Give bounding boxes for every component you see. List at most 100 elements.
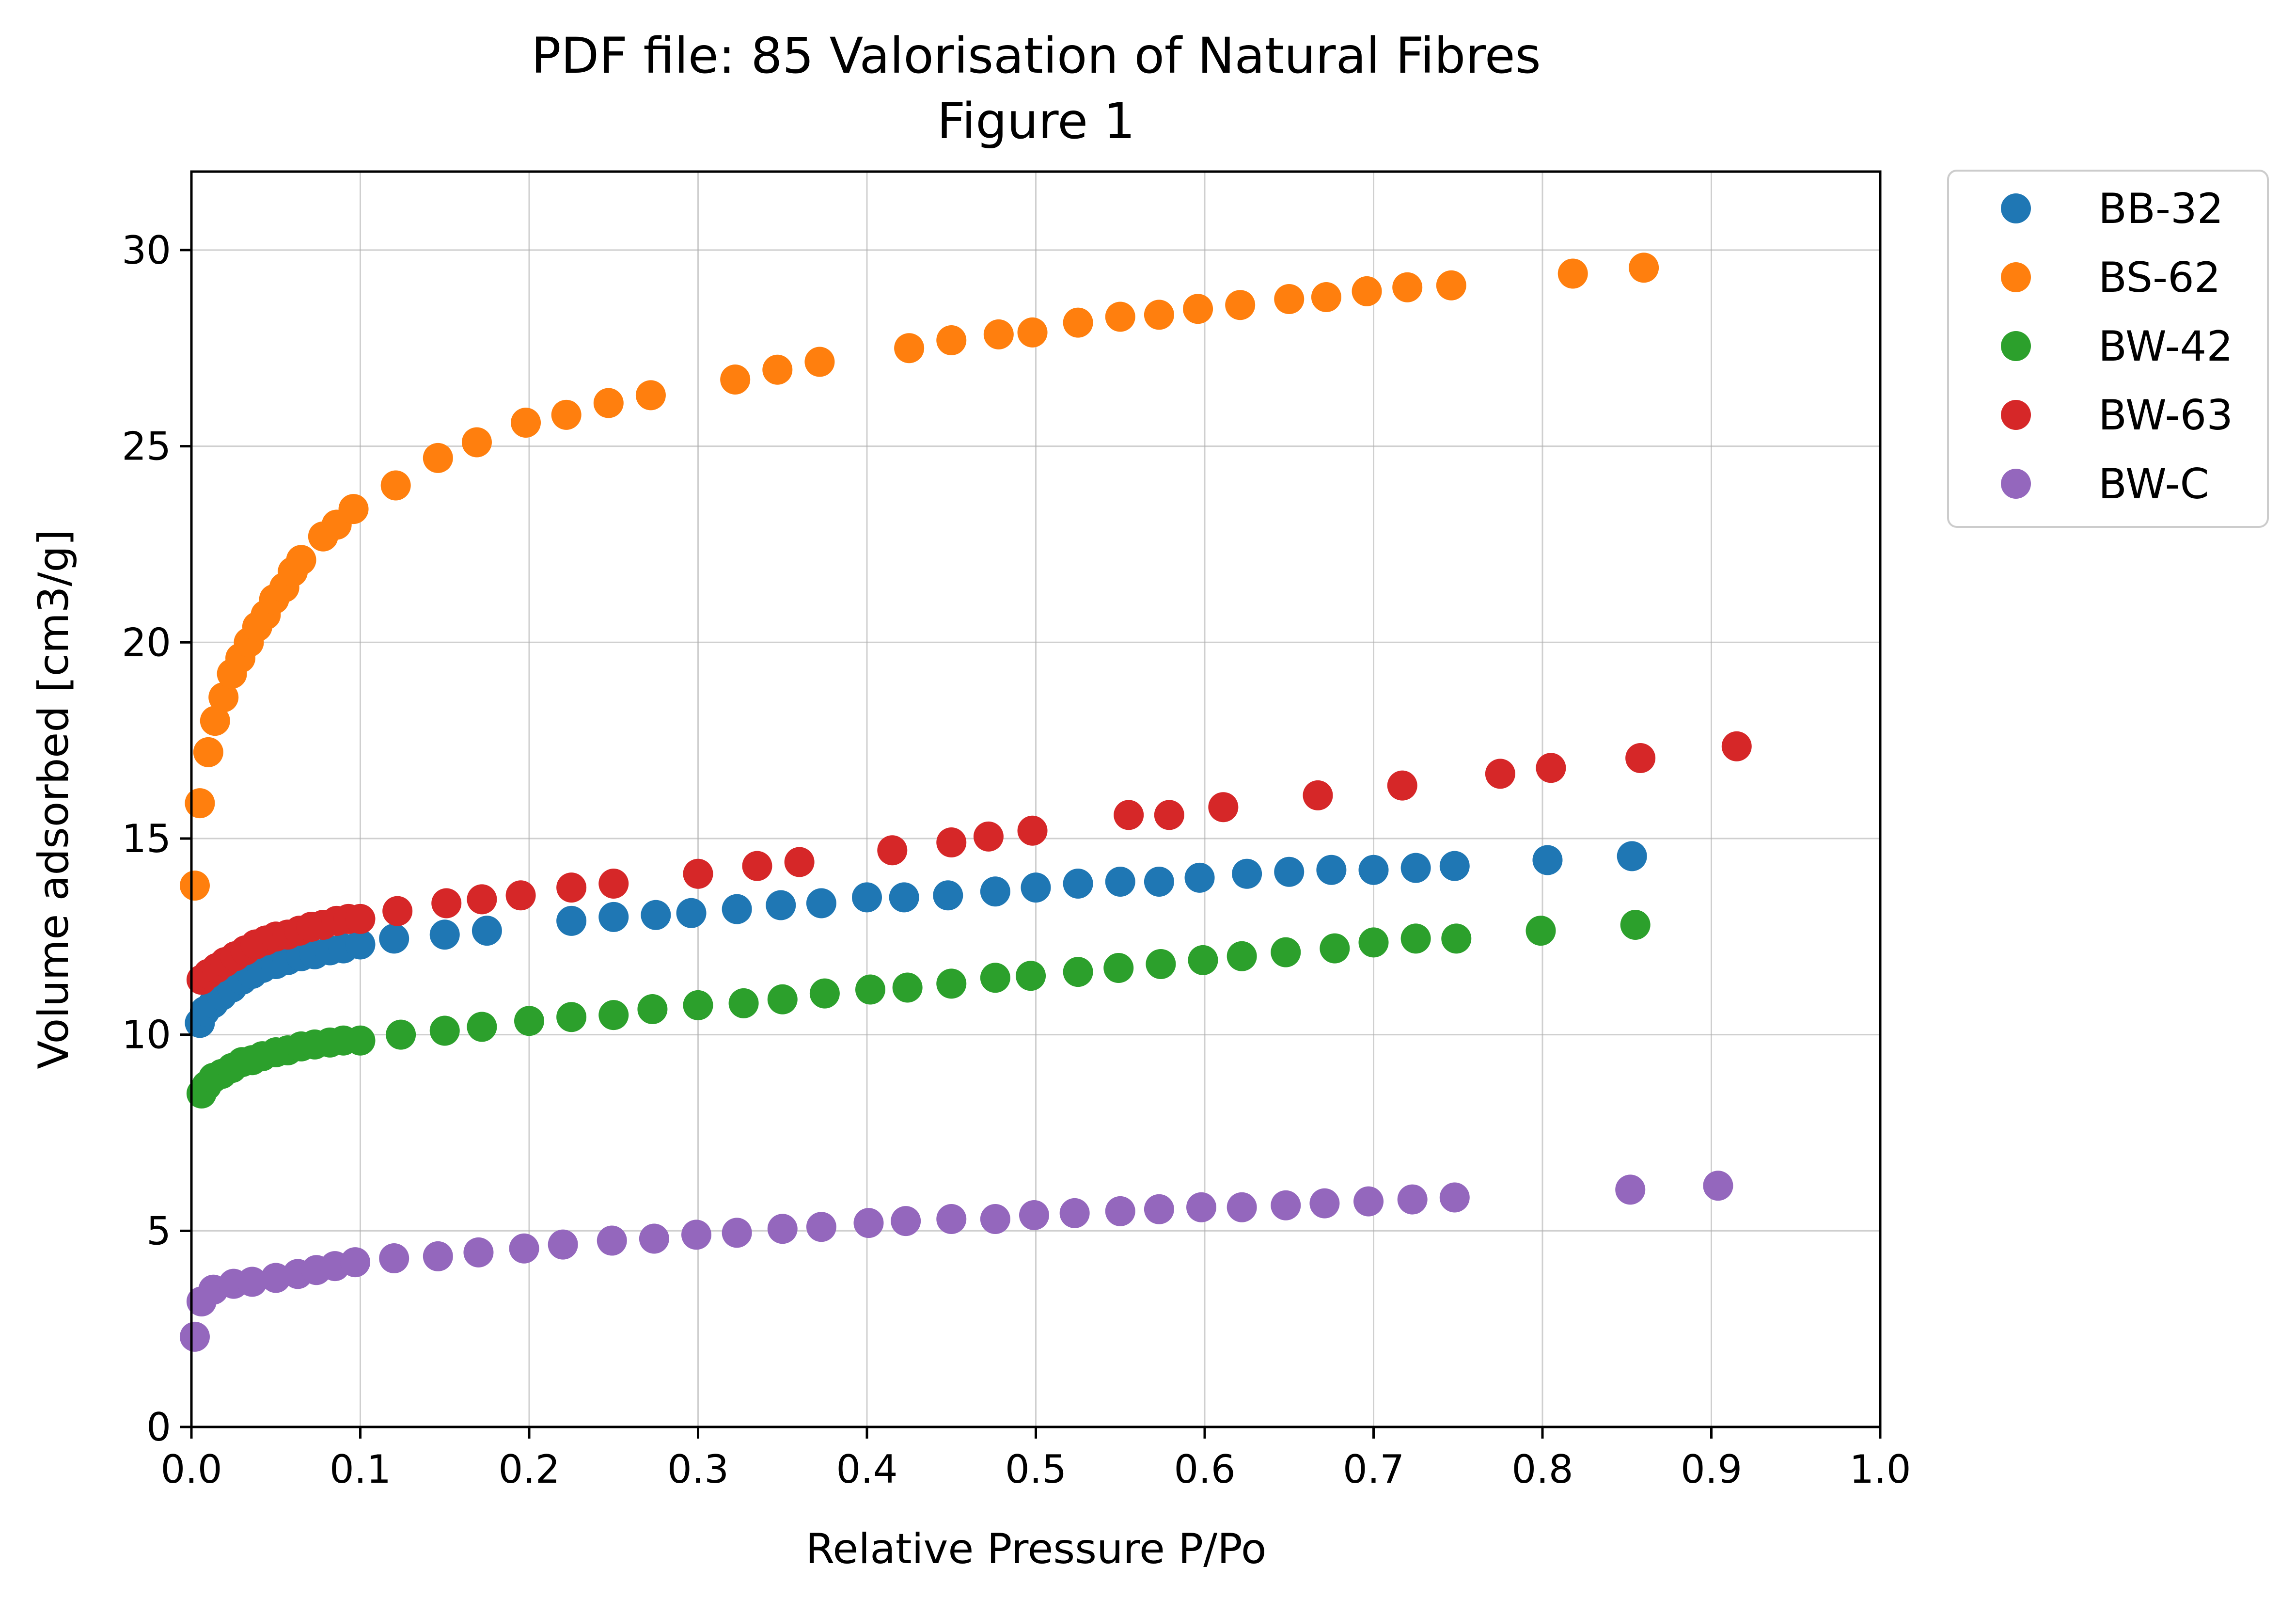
data-point [1400,923,1431,954]
data-point [1021,872,1051,903]
data-point [1392,272,1423,302]
data-point [980,1204,1010,1235]
data-point [806,1212,836,1242]
y-tick-label: 20 [122,620,171,665]
data-point [641,900,671,930]
data-point [1721,731,1752,761]
x-tick-label: 0.8 [1511,1447,1573,1492]
data-point [980,963,1010,993]
data-point [1525,916,1556,946]
data-point [681,1220,712,1250]
data-point [200,706,230,736]
x-tick-label: 0.3 [667,1447,729,1492]
data-point [806,888,836,919]
series-bw-42 [186,910,1651,1109]
data-point [1397,1184,1428,1215]
data-point [852,882,882,913]
data-point [431,888,462,919]
data-point [1532,845,1563,875]
data-point [1184,862,1215,893]
legend-marker [2001,193,2031,223]
data-point [809,978,840,1009]
data-point [1017,317,1048,348]
data-point [1227,1192,1257,1222]
data-point [598,902,629,932]
data-point [1063,957,1093,987]
data-point [551,399,582,430]
data-point [767,1214,798,1244]
data-point [766,890,796,920]
data-point [382,896,413,926]
data-point [593,388,624,418]
data-point [1485,759,1515,789]
data-point [1227,941,1257,971]
data-point [379,1243,409,1273]
chart-title: PDF file: 85 Valorisation of Natural Fib… [531,27,1541,85]
x-tick-label: 0.7 [1343,1447,1404,1492]
data-point [1439,851,1470,881]
data-point [1557,258,1588,289]
data-point [1105,301,1135,332]
data-point [467,884,497,915]
data-point [973,821,1004,852]
data-point [936,968,967,999]
data-point [936,1204,967,1235]
data-point [853,1208,884,1238]
data-point [894,333,925,364]
x-tick-label: 0.4 [836,1447,897,1492]
data-point [784,847,815,877]
data-point [722,1218,752,1248]
legend-marker [2001,331,2031,361]
data-point [1400,853,1431,883]
data-point [933,880,963,911]
chart-subtitle: Figure 1 [937,93,1135,150]
data-point [509,1233,539,1264]
data-point [1303,780,1333,810]
data-point [379,923,409,954]
data-point [1352,276,1382,306]
legend-marker [2001,400,2031,430]
data-point [1316,855,1347,885]
data-point [1439,1182,1470,1213]
y-tick-label: 25 [122,424,171,469]
data-point [193,737,223,767]
data-point [345,1025,376,1056]
data-point [1274,856,1305,887]
data-point [891,1206,921,1236]
data-point [598,1000,629,1030]
data-point [1225,290,1256,320]
data-point [556,1002,587,1032]
data-point [1105,866,1135,897]
data-point [1232,858,1262,889]
data-point [728,988,759,1018]
data-point [429,1015,460,1046]
data-point [597,1225,627,1256]
data-point [767,984,798,1014]
series-bb-32 [185,841,1647,1038]
data-point [804,347,835,377]
data-point [1387,770,1417,801]
y-axis-ticks: 0 5 10 15 20 25 30 [122,228,191,1450]
data-point [936,325,967,356]
data-point [1146,949,1176,979]
x-tick-label: 0.6 [1174,1447,1235,1492]
data-point [472,916,502,946]
data-point [720,364,751,395]
data-point [429,919,460,950]
data-point [461,427,492,458]
data-point [742,851,772,881]
data-point [286,545,316,575]
x-tick-label: 0.1 [330,1447,391,1492]
plot-points [179,253,1752,1352]
y-tick-label: 15 [122,816,171,861]
data-point [1016,961,1046,991]
data-point [505,880,536,911]
data-point [1103,953,1134,983]
data-point [683,858,713,889]
y-axis-label: Volume adsorbed [cm3/g] [30,529,78,1069]
data-point [1358,927,1389,958]
data-point [1154,800,1184,830]
data-point [1271,937,1301,967]
data-point [1144,866,1174,897]
